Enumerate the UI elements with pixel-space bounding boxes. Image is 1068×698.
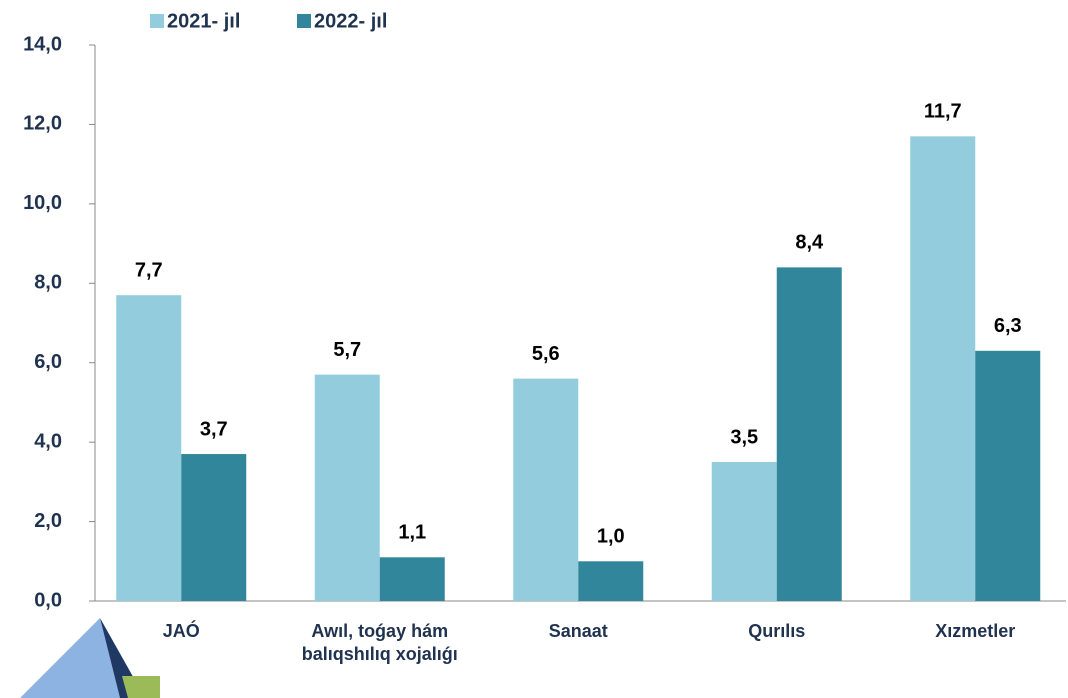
x-tick-label: Sanaat	[548, 621, 608, 641]
bar	[379, 557, 445, 601]
bar	[578, 561, 644, 601]
y-tick-label: 8,0	[34, 272, 62, 294]
y-tick-label: 2,0	[34, 510, 62, 532]
bar	[776, 267, 842, 601]
value-label: 1,0	[597, 526, 625, 548]
legend-swatch	[297, 14, 311, 28]
y-tick-label: 12,0	[23, 113, 62, 135]
legend-label: 2021- jıl	[167, 10, 240, 32]
legend-swatch	[150, 14, 164, 28]
legend-label: 2022- jıl	[314, 10, 387, 32]
bar	[975, 350, 1041, 601]
bar	[181, 454, 247, 601]
bar	[116, 295, 182, 601]
bar	[910, 136, 976, 602]
y-tick-label: 0,0	[34, 589, 62, 611]
value-label: 1,1	[398, 522, 426, 544]
y-tick-label: 10,0	[23, 192, 62, 214]
x-tick-label: Awıl, toǵay hám balıqshılıq xojalıǵı	[301, 621, 458, 664]
bar	[711, 462, 777, 601]
value-label: 3,5	[730, 426, 758, 448]
value-label: 6,3	[994, 315, 1022, 337]
value-label: 7,7	[135, 259, 163, 281]
x-tick-label: Qurılıs	[748, 621, 806, 641]
decoration	[20, 618, 160, 698]
y-tick-label: 6,0	[34, 351, 62, 373]
bar	[513, 378, 579, 601]
value-label: 3,7	[200, 418, 228, 440]
value-label: 11,7	[924, 101, 962, 123]
value-label: 5,7	[333, 339, 361, 361]
x-tick-label: Xızmetler	[935, 621, 1016, 641]
value-label: 5,6	[532, 343, 560, 365]
value-label: 8,4	[795, 232, 824, 254]
x-tick-label: JAÓ	[162, 621, 200, 641]
y-tick-label: 14,0	[23, 33, 62, 55]
y-tick-label: 4,0	[34, 430, 62, 452]
bar	[314, 374, 380, 601]
